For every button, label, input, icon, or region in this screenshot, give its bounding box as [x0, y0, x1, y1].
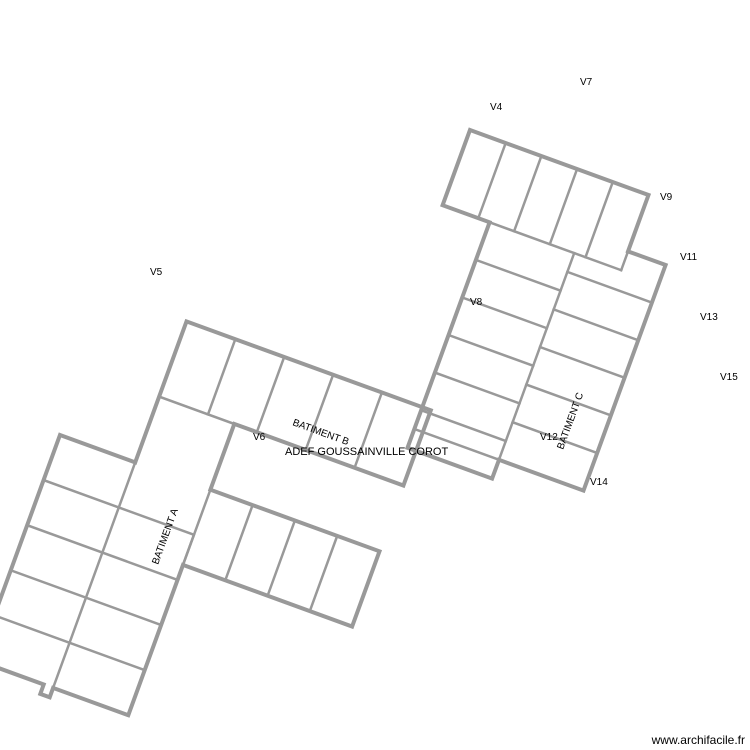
building-c-wall-4: [586, 182, 613, 257]
building-c-wall-11: [449, 335, 534, 366]
building-c-wall-6: [414, 222, 489, 429]
building-c-wall-1: [478, 143, 505, 218]
label-v7: V7: [580, 77, 593, 88]
building-ab-wall-4: [53, 462, 135, 688]
building-label-1: BATIMENT B: [291, 417, 351, 448]
label-v11: V11: [680, 252, 697, 263]
building-ab-wall-6: [187, 321, 431, 410]
label-v5: V5: [150, 267, 163, 278]
label-v8: V8: [470, 297, 483, 308]
building-ab-wall-17: [183, 565, 352, 627]
building-ab-wall-11: [159, 397, 403, 486]
building-c-wall-20: [499, 460, 584, 491]
building-c-wall-9: [476, 260, 561, 291]
building-c-wall-12: [435, 373, 520, 404]
building-c-outline: [408, 130, 666, 491]
building-ab-wall-8: [257, 357, 284, 432]
building-ab-wall-15: [268, 521, 295, 596]
label-v15: V15: [720, 372, 738, 383]
label-v9: V9: [660, 192, 673, 203]
building-c-wall-17: [540, 347, 625, 378]
label-v13: V13: [700, 312, 718, 323]
label-v12: V12: [540, 432, 558, 443]
building-ab-wall-16: [310, 536, 337, 611]
building-ab-wall-19: [183, 490, 210, 565]
building-c-wall-21: [628, 251, 666, 265]
building-ab-wall-18: [352, 551, 379, 626]
building-ab-wall-14: [225, 505, 252, 580]
building-label-0: BATIMENT A: [150, 507, 180, 566]
building-c-wall-0: [443, 205, 622, 270]
building-c: [408, 130, 666, 491]
watermark: www.archifacile.fr: [651, 733, 745, 747]
label-v6: V6: [253, 432, 266, 443]
label-v14: V14: [590, 477, 608, 488]
building-c-wall-15: [567, 272, 652, 303]
building-ab: [0, 321, 431, 715]
building-ab-wall-7: [208, 339, 235, 414]
building-ab-wall-3: [0, 615, 145, 670]
building-c-wall-2: [514, 156, 541, 231]
label-v4: V4: [490, 102, 503, 113]
plan-title: ADEF GOUSSAINVILLE COROT: [285, 446, 448, 458]
building-c-wall-16: [554, 309, 639, 340]
building-c-wall-3: [550, 169, 577, 244]
